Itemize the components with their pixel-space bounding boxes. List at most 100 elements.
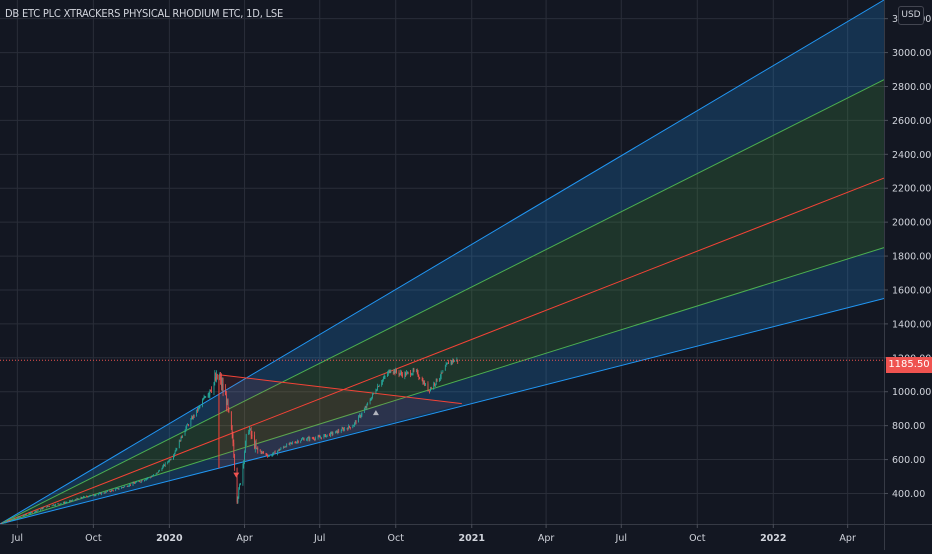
candle-body bbox=[203, 397, 205, 400]
candle-body bbox=[191, 417, 193, 420]
candle-body bbox=[382, 378, 384, 380]
candle-body bbox=[237, 497, 239, 503]
candle-body bbox=[65, 502, 67, 504]
candle-body bbox=[439, 378, 440, 382]
candle-body bbox=[302, 438, 304, 440]
candle-body bbox=[450, 360, 452, 364]
candle-body bbox=[442, 370, 444, 373]
candle-body bbox=[245, 434, 247, 442]
candle-body bbox=[254, 435, 255, 448]
y-tick-label: 1600.00 bbox=[892, 285, 931, 296]
candle-body bbox=[196, 409, 197, 416]
candle-body bbox=[430, 387, 432, 389]
candle-body bbox=[271, 455, 273, 457]
candle-body bbox=[83, 496, 84, 498]
candle-body bbox=[274, 451, 276, 454]
candle-body bbox=[375, 390, 377, 394]
candle-body bbox=[185, 427, 187, 431]
x-tick-label: Apr bbox=[538, 533, 555, 544]
candle-body bbox=[158, 470, 159, 473]
candle-body bbox=[370, 399, 372, 401]
candle-body bbox=[145, 478, 147, 480]
candle-body bbox=[93, 495, 95, 497]
candle-body bbox=[387, 371, 389, 374]
candle-body bbox=[326, 434, 328, 436]
candle-body bbox=[127, 486, 129, 488]
y-tick-label: 800.00 bbox=[892, 421, 925, 432]
fan-line bbox=[0, 0, 885, 525]
candle-body bbox=[130, 484, 131, 486]
candle-body bbox=[186, 424, 188, 428]
x-tick-label: Oct bbox=[689, 533, 706, 544]
candle-body bbox=[168, 461, 169, 463]
candle-body bbox=[147, 477, 149, 479]
candle-body bbox=[325, 435, 327, 437]
candle-body bbox=[428, 390, 430, 392]
candle-body bbox=[175, 449, 177, 452]
candle-body bbox=[315, 437, 316, 440]
candle-body bbox=[74, 499, 76, 501]
candle-body bbox=[448, 362, 449, 364]
candle-body bbox=[118, 488, 120, 490]
candle-body bbox=[291, 442, 292, 444]
candle-body bbox=[66, 502, 68, 504]
candle-body bbox=[116, 488, 117, 490]
candle-body bbox=[266, 454, 268, 456]
arrow-down-icon bbox=[233, 472, 240, 478]
candle-body bbox=[366, 404, 368, 408]
candle-body bbox=[188, 424, 189, 426]
candle-body bbox=[234, 457, 235, 469]
candle-body bbox=[433, 383, 435, 389]
candle-body bbox=[297, 441, 299, 443]
candle-body bbox=[104, 492, 106, 494]
candle-body bbox=[308, 437, 310, 440]
candle-body bbox=[220, 377, 221, 379]
candle-body bbox=[240, 483, 241, 485]
candle-body bbox=[140, 480, 142, 482]
candle-body bbox=[26, 514, 27, 516]
candle-body bbox=[405, 372, 406, 376]
triangle-pattern[interactable] bbox=[218, 374, 462, 469]
chart-title: DB ETC PLC XTRACKERS PHYSICAL RHODIUM ET… bbox=[5, 7, 284, 20]
candle-body bbox=[112, 490, 114, 491]
candle-body bbox=[255, 443, 257, 448]
candle-body bbox=[396, 369, 397, 373]
signal-markers bbox=[233, 410, 379, 478]
candle-body bbox=[424, 381, 426, 386]
candle-body bbox=[279, 449, 281, 451]
candle-body bbox=[198, 406, 200, 408]
candle-body bbox=[376, 389, 378, 391]
candle-body bbox=[371, 396, 373, 400]
candle-body bbox=[263, 452, 264, 454]
candle-body bbox=[352, 426, 354, 428]
candle-body bbox=[411, 374, 412, 376]
currency-button[interactable]: USD bbox=[898, 6, 924, 25]
triangle-fill bbox=[218, 374, 462, 469]
candle-body bbox=[378, 385, 380, 387]
candle-body bbox=[348, 425, 349, 430]
candle-body bbox=[365, 407, 367, 409]
candle-body bbox=[354, 421, 356, 423]
gann-fan[interactable] bbox=[0, 0, 885, 525]
candle-body bbox=[157, 472, 159, 474]
candle-body bbox=[355, 421, 357, 423]
candle-body bbox=[115, 488, 117, 491]
candle-body bbox=[297, 441, 298, 442]
candle-body bbox=[422, 380, 424, 385]
candle-body bbox=[135, 482, 136, 484]
candle-body bbox=[306, 439, 307, 441]
y-tick-label: 3000.00 bbox=[892, 48, 931, 59]
candle-body bbox=[227, 400, 229, 408]
candle-body bbox=[216, 374, 217, 381]
candle-body bbox=[399, 373, 401, 375]
candle-body bbox=[72, 500, 74, 501]
candle-body bbox=[406, 372, 408, 374]
candle-body bbox=[364, 407, 366, 410]
candle-body bbox=[97, 493, 99, 495]
fan-line bbox=[0, 79, 885, 525]
candle-body bbox=[285, 446, 287, 448]
candle-body bbox=[134, 483, 136, 484]
candle-body bbox=[204, 397, 206, 398]
